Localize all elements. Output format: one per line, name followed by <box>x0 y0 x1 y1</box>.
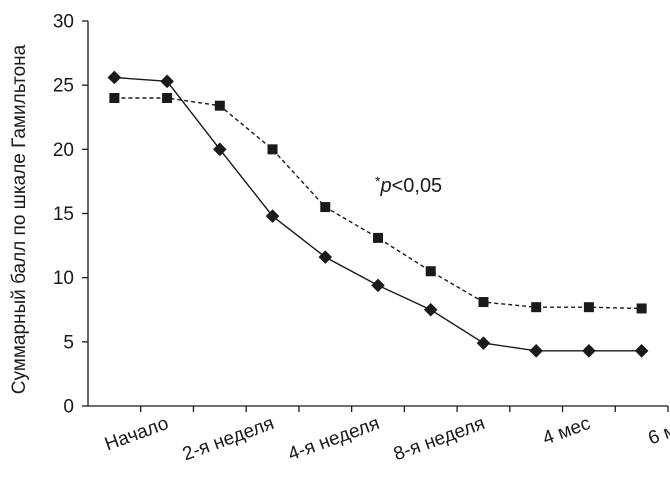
square-marker <box>583 302 594 313</box>
y-ticks: 0 5 10 15 20 25 30 <box>53 12 88 418</box>
y-axis-title: Суммарный балл по шкале Гамильтона <box>9 44 30 394</box>
diamond-marker <box>582 344 596 358</box>
diamond-marker <box>318 250 333 264</box>
x-tick-label: 4-я неделя <box>285 413 382 465</box>
diamond-marker <box>529 344 543 358</box>
x-tick-label: Начало <box>102 413 171 455</box>
diamond-marker <box>371 278 385 293</box>
y-tick-label: 15 <box>53 204 74 225</box>
diamond-marker <box>423 302 438 317</box>
square-marker <box>425 266 436 277</box>
square-marker <box>320 202 331 213</box>
square-marker <box>109 93 120 103</box>
x-ticks: Начало 2-я неделя 4-я неделя 8-я неделя 4 ме… <box>102 406 670 465</box>
square-marker <box>373 232 383 243</box>
square-marker <box>636 303 647 314</box>
diamond-marker <box>476 336 491 350</box>
y-tick-label: 0 <box>63 397 74 418</box>
square-marker <box>214 100 225 111</box>
diamond-marker <box>213 142 227 157</box>
y-tick-label: 25 <box>53 76 74 97</box>
y-tick-label: 20 <box>53 140 74 161</box>
x-tick-label: 4 мес <box>540 413 593 449</box>
annotation-prefix: * <box>375 173 381 189</box>
series-1-line <box>114 76 642 352</box>
square-marker <box>478 297 489 308</box>
diamond-marker <box>265 209 280 223</box>
y-tick-label: 10 <box>53 268 74 289</box>
square-marker <box>267 144 278 155</box>
annotation-p: p <box>379 175 391 197</box>
x-tick-label: 6 мес <box>645 413 670 449</box>
x-tick-label: 8-я неделя <box>391 413 488 465</box>
y-tick-label: 30 <box>53 12 74 33</box>
axes <box>87 21 668 407</box>
diamond-marker <box>160 74 174 89</box>
significance-annotation: *p<0,05 <box>375 173 442 197</box>
series-layer <box>107 70 649 358</box>
square-marker <box>162 93 173 103</box>
x-tick-label: 2-я неделя <box>180 413 277 465</box>
diamond-marker <box>634 344 649 358</box>
diamond-marker <box>107 70 122 85</box>
annotation-suffix: <0,05 <box>392 175 443 197</box>
square-marker <box>531 302 542 313</box>
series-2-line <box>114 97 642 310</box>
y-tick-label: 5 <box>63 332 74 353</box>
